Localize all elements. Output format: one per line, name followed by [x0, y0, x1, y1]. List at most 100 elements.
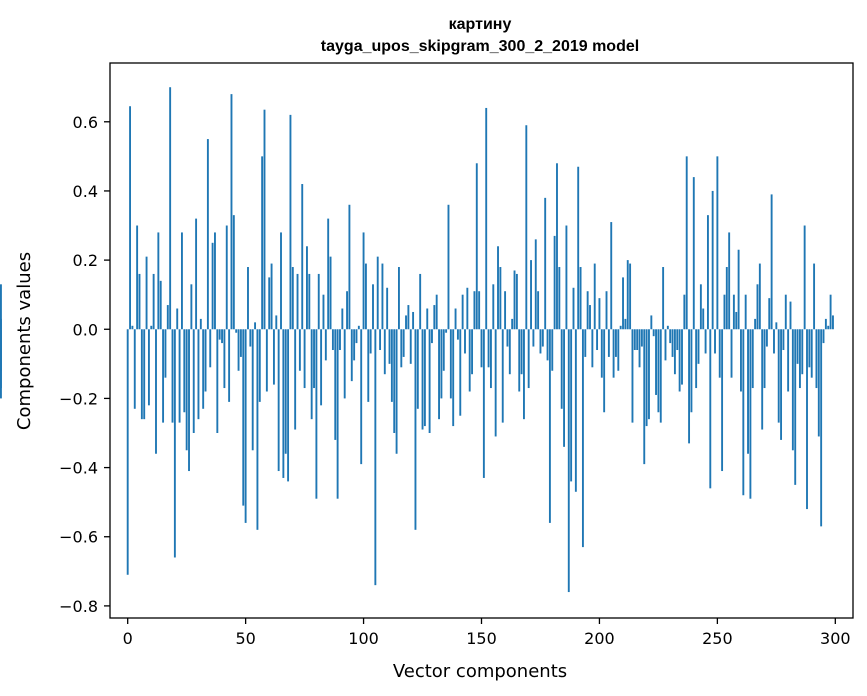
bar-231	[671, 329, 674, 357]
bar-249	[714, 329, 716, 354]
bar-155	[492, 284, 495, 330]
bar-139	[454, 308, 457, 330]
bar-224	[655, 329, 657, 395]
bar-95	[350, 329, 353, 382]
bar-21	[176, 308, 179, 330]
bar-261	[742, 329, 745, 496]
bar-218	[640, 329, 643, 347]
bar-17	[166, 305, 169, 330]
bar-50	[244, 329, 247, 523]
bar-47	[237, 329, 240, 371]
bar-151	[482, 329, 485, 478]
bar-283	[794, 329, 797, 485]
bar-257	[732, 294, 735, 330]
bar-124	[419, 273, 422, 330]
bar-158	[499, 267, 502, 330]
bar-265	[751, 329, 754, 389]
bar-179	[548, 329, 551, 523]
bar-247	[709, 329, 712, 489]
bar-28	[192, 329, 195, 433]
bar-188	[570, 329, 573, 482]
bar-9	[147, 329, 150, 406]
bar-240	[692, 177, 695, 330]
bar-142	[461, 294, 464, 330]
bar-284	[796, 329, 799, 364]
bar-205	[610, 222, 613, 330]
bar-159	[501, 329, 504, 423]
bar-144	[466, 287, 469, 330]
bar-222	[650, 315, 653, 330]
bar-288	[806, 329, 808, 510]
bar-69	[289, 114, 292, 330]
bar-53	[251, 329, 254, 451]
bar-273	[770, 194, 773, 330]
bar-45	[232, 215, 235, 330]
bar-70	[291, 267, 294, 330]
x-tick-label-0: 0	[123, 629, 133, 648]
bar-262	[744, 294, 747, 330]
bar-101	[364, 263, 367, 330]
bar-84	[324, 329, 327, 361]
bar-237	[685, 156, 688, 330]
bar-234	[678, 329, 681, 392]
bar-215	[633, 329, 636, 351]
bar-131	[435, 294, 438, 330]
bar-19	[171, 329, 174, 423]
bar-271	[765, 329, 768, 347]
bar-246	[706, 215, 709, 330]
bar-122	[414, 329, 417, 530]
bar-185	[563, 329, 565, 447]
bar-63	[275, 315, 278, 330]
bar-90	[339, 329, 341, 351]
bar-79	[313, 329, 315, 389]
plot-area-frame	[109, 62, 854, 619]
bar-255	[728, 232, 731, 330]
bar-296	[824, 318, 827, 330]
bar-33	[204, 329, 207, 392]
bar-165	[515, 273, 518, 330]
bar-186	[565, 225, 568, 330]
bar-266	[754, 318, 757, 330]
bar-278	[782, 329, 785, 351]
bar-298	[829, 294, 832, 330]
bar-178	[546, 329, 549, 361]
bar-140	[456, 329, 459, 340]
bar-40	[221, 329, 223, 344]
bar-192	[579, 267, 582, 330]
chart-title-line-1: картину	[449, 16, 512, 33]
bar-113	[393, 329, 396, 433]
bar-39	[218, 329, 221, 340]
bar-172	[532, 329, 535, 347]
bar-274	[773, 329, 775, 354]
x-tick-label-300: 300	[820, 629, 851, 648]
bar-207	[615, 329, 617, 357]
bar-20	[173, 329, 176, 558]
bar-22	[178, 329, 181, 423]
bar-171	[530, 260, 532, 330]
bar-25	[185, 329, 188, 451]
bar-86	[329, 256, 332, 330]
bar-202	[603, 329, 606, 413]
bar-4	[136, 225, 139, 330]
x-tick-label-200: 200	[584, 629, 615, 648]
bar-167	[520, 329, 523, 375]
bar-228	[664, 329, 667, 361]
bar-275	[775, 322, 778, 330]
y-tick-label-1: −0.6	[59, 528, 98, 547]
bar-294	[820, 329, 823, 527]
bar-250	[716, 156, 719, 330]
bar-175	[539, 329, 542, 354]
bar-77	[308, 273, 311, 330]
bar-undefined	[0, 329, 2, 389]
bar-190	[574, 329, 577, 492]
bar-221	[648, 329, 650, 420]
bar-92	[343, 329, 346, 399]
bar-146	[471, 329, 474, 375]
bar-164	[513, 270, 516, 330]
bar-15	[162, 329, 165, 423]
bar-57	[261, 156, 264, 330]
bar-235	[681, 329, 683, 385]
bar-series	[0, 87, 834, 593]
bar-54	[254, 322, 257, 330]
bar-197	[591, 329, 594, 368]
